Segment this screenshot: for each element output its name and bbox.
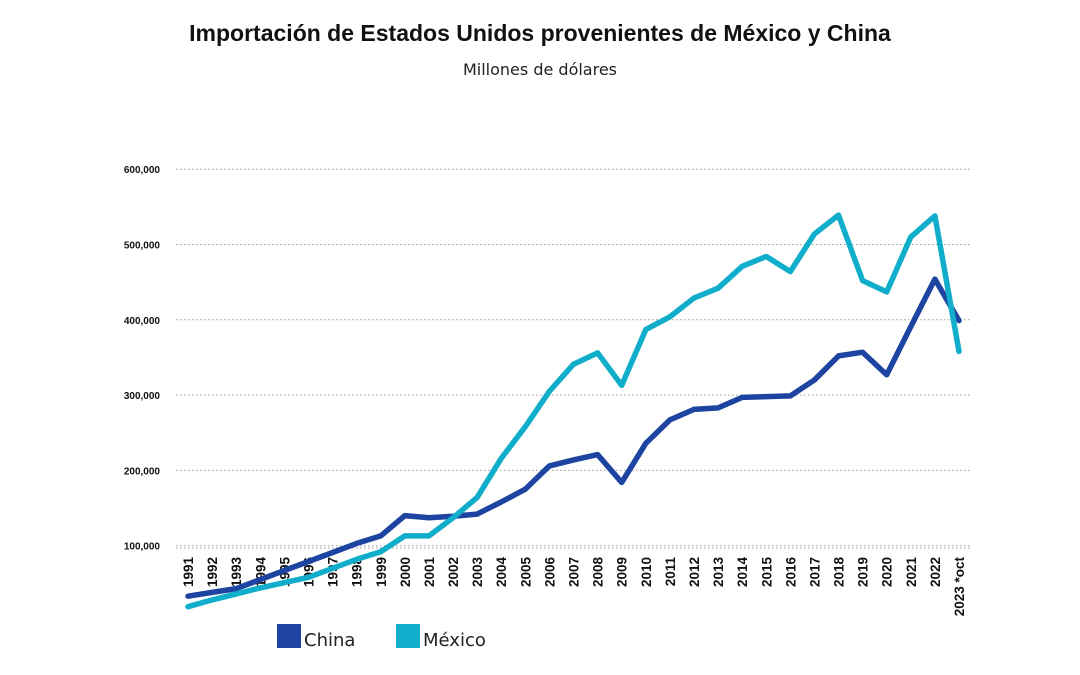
series-line-mxico <box>185 212 962 610</box>
chart-subtitle: Millones de dólares <box>462 60 618 79</box>
y-tick-label: 400,000 <box>124 316 161 327</box>
x-tick-label: 2009 <box>615 557 630 587</box>
x-tick-label: 2003 <box>470 557 485 588</box>
legend-label: México <box>423 630 486 651</box>
gridlines <box>176 168 972 549</box>
x-tick-label: 2016 <box>783 557 798 588</box>
x-tick-label: 1992 <box>205 557 220 587</box>
x-tick-label: 2010 <box>639 557 654 587</box>
chart-title: Importación de Estados Unidos provenient… <box>189 20 891 46</box>
x-tick-label: 1991 <box>181 557 196 588</box>
x-tick-label: 2019 <box>856 557 871 587</box>
x-tick-label: 2018 <box>832 557 847 588</box>
x-tick-label: 2011 <box>663 557 678 587</box>
x-tick-label: 2012 <box>687 557 702 587</box>
x-tick-label: 2022 <box>928 557 943 587</box>
x-tick-label: 2008 <box>591 557 606 588</box>
x-tick-label: 2006 <box>542 557 557 588</box>
series-lines <box>185 212 962 610</box>
x-tick-label: 2015 <box>759 557 774 588</box>
x-tick-label: 1999 <box>374 557 389 587</box>
y-tick-label: 100,000 <box>124 542 161 553</box>
x-tick-label: 2004 <box>494 557 509 588</box>
x-tick-label: 2017 <box>807 557 822 587</box>
y-tick-label: 300,000 <box>124 391 161 402</box>
x-tick-label: 1998 <box>350 557 365 588</box>
x-tick-label: 2002 <box>446 557 461 587</box>
series-line-china <box>185 276 962 599</box>
x-tick-label: 2013 <box>711 557 726 588</box>
y-tick-label: 500,000 <box>124 241 161 252</box>
x-tick-label: 2020 <box>880 557 895 587</box>
legend-label: China <box>304 630 355 651</box>
legend: China México <box>277 624 486 651</box>
y-axis-ticks: 100,000 200,000 300,000 400,000 500,000 600,0… <box>124 165 161 553</box>
legend-swatch <box>396 624 420 648</box>
y-tick-label: 200,000 <box>124 466 161 477</box>
x-tick-label: 2005 <box>518 557 533 588</box>
x-tick-label: 2007 <box>567 557 582 587</box>
x-tick-label: 2021 <box>904 557 919 588</box>
x-tick-label: 2014 <box>735 557 750 588</box>
x-tick-label: 2001 <box>422 557 437 588</box>
x-tick-label: 1993 <box>229 557 244 588</box>
x-tick-label: 2000 <box>398 557 413 587</box>
x-tick-label: 2023 *oct <box>952 557 967 617</box>
y-tick-label: 600,000 <box>124 165 161 176</box>
legend-swatch <box>277 624 301 648</box>
